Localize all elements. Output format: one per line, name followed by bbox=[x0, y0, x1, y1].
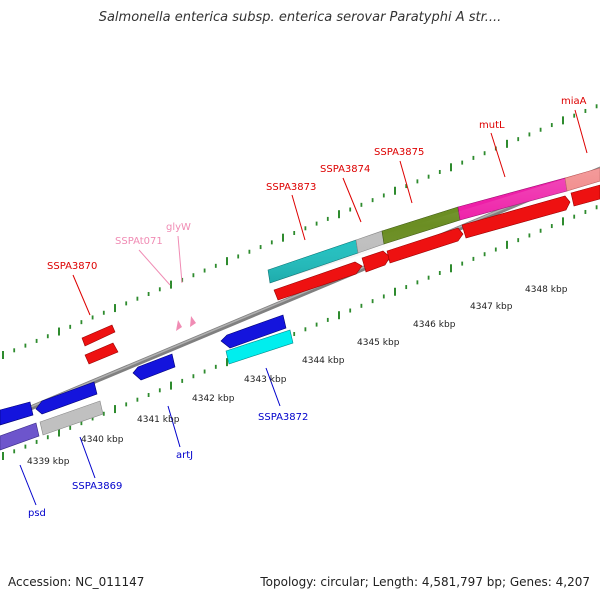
gene-artj[interactable] bbox=[132, 353, 176, 381]
trna-sspat071[interactable] bbox=[176, 320, 182, 331]
gene-mutl-red[interactable] bbox=[461, 195, 571, 239]
kbp-4342: 4342 kbp bbox=[192, 394, 235, 404]
label-sspa3869: SSPA3869 bbox=[72, 481, 122, 492]
gene-sspa3870-b[interactable] bbox=[84, 342, 119, 365]
label-sspa3874: SSPA3874 bbox=[320, 164, 370, 175]
kbp-4347: 4347 kbp bbox=[470, 302, 513, 312]
label-miaa: miaA bbox=[561, 96, 587, 107]
gene-sspa3870-a[interactable] bbox=[81, 324, 116, 347]
label-sspa3873: SSPA3873 bbox=[266, 182, 316, 193]
kbp-4341: 4341 kbp bbox=[137, 415, 180, 425]
gene-sspa3869-blue[interactable] bbox=[35, 381, 98, 415]
kbp-4344: 4344 kbp bbox=[302, 356, 345, 366]
reverse-genes bbox=[0, 314, 294, 451]
kbp-4346: 4346 kbp bbox=[413, 320, 456, 330]
label-glyw: glyW bbox=[166, 222, 191, 233]
label-sspat071: SSPAt071 bbox=[115, 236, 163, 247]
tick-row-upper bbox=[2, 104, 598, 359]
gene-shading bbox=[268, 168, 600, 283]
label-sspa3870: SSPA3870 bbox=[47, 261, 97, 272]
kbp-4339: 4339 kbp bbox=[27, 457, 70, 467]
label-sspa3872: SSPA3872 bbox=[258, 412, 308, 423]
gene-miaa-red[interactable] bbox=[570, 184, 600, 207]
gene-left-blue[interactable] bbox=[0, 401, 34, 426]
gene-psd[interactable] bbox=[0, 422, 40, 451]
label-artj: artJ bbox=[176, 450, 193, 461]
accession-text: Accession: NC_011147 bbox=[8, 575, 145, 589]
gene-sspa3872[interactable] bbox=[225, 329, 294, 365]
kbp-4340: 4340 kbp bbox=[81, 435, 124, 445]
genome-summary-text: Topology: circular; Length: 4,581,797 bp… bbox=[260, 575, 590, 589]
kbp-4348: 4348 kbp bbox=[525, 285, 568, 295]
gene-sspa3875-red[interactable] bbox=[386, 227, 464, 264]
kbp-4345: 4345 kbp bbox=[357, 338, 400, 348]
label-mutl: mutL bbox=[479, 120, 505, 131]
map-title: Salmonella enterica subsp. enterica sero… bbox=[98, 10, 502, 25]
gene-sspa3873-red[interactable] bbox=[273, 261, 363, 301]
label-sspa3875: SSPA3875 bbox=[374, 147, 424, 158]
gene-sspa3874-red[interactable] bbox=[361, 250, 391, 273]
gene-blue-right[interactable] bbox=[220, 314, 287, 349]
leader-lines bbox=[19, 109, 588, 506]
label-psd: psd bbox=[28, 508, 46, 519]
kbp-4343: 4343 kbp bbox=[244, 375, 287, 385]
gene-sspa3869-gray[interactable] bbox=[39, 400, 104, 436]
trna-glyw[interactable] bbox=[190, 316, 196, 327]
